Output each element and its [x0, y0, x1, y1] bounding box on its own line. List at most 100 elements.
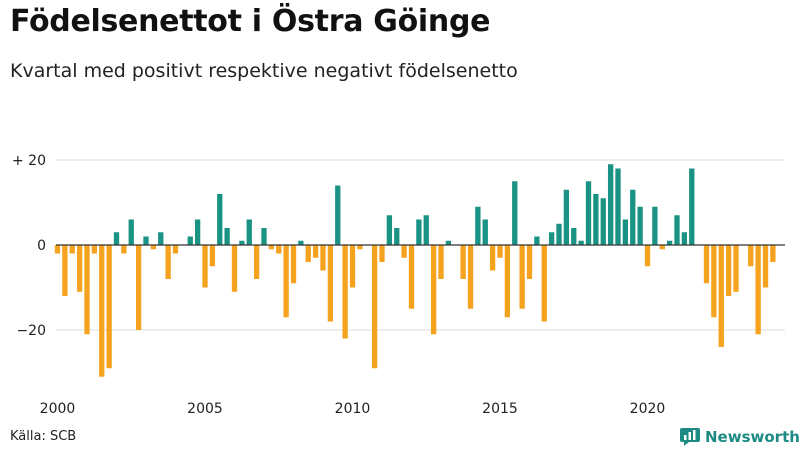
bar-positive[interactable] [113, 232, 120, 245]
bar-negative[interactable] [150, 245, 157, 250]
bar-positive[interactable] [475, 206, 481, 245]
bar-negative[interactable] [401, 245, 407, 258]
bar-negative[interactable] [121, 245, 127, 254]
chart-title: Födelsenettot i Östra Göinge [10, 4, 491, 39]
bar-positive[interactable] [615, 168, 621, 246]
bar-negative[interactable] [69, 245, 75, 254]
bar-positive[interactable] [423, 215, 429, 245]
bar-negative[interactable] [290, 245, 297, 284]
bar-positive[interactable] [600, 198, 606, 245]
bar-negative[interactable] [253, 245, 260, 279]
bar-negative[interactable] [408, 245, 415, 309]
bar-negative[interactable] [76, 245, 83, 292]
bar-positive[interactable] [578, 240, 584, 245]
bar-positive[interactable] [128, 219, 134, 246]
bar-positive[interactable] [689, 168, 695, 246]
bar-negative[interactable] [489, 245, 496, 271]
bar-positive[interactable] [335, 185, 341, 246]
bar-positive[interactable] [571, 228, 577, 245]
bar-negative[interactable] [379, 245, 385, 262]
bar-positive[interactable] [158, 232, 164, 245]
bar-positive[interactable] [246, 219, 252, 246]
bar-positive[interactable] [386, 215, 393, 245]
bar-negative[interactable] [231, 245, 238, 292]
bar-negative[interactable] [711, 245, 717, 318]
bar-positive[interactable] [548, 232, 555, 245]
bar-negative[interactable] [312, 245, 319, 258]
bar-negative[interactable] [54, 245, 61, 254]
bar-negative[interactable] [526, 245, 533, 279]
bar-positive[interactable] [563, 189, 570, 245]
bar-positive[interactable] [637, 206, 643, 245]
bar-negative[interactable] [349, 245, 356, 288]
bar-positive[interactable] [394, 228, 400, 245]
bar-negative[interactable] [504, 245, 511, 318]
bar-positive[interactable] [512, 181, 518, 245]
bar-negative[interactable] [106, 245, 112, 369]
bar-negative[interactable] [135, 245, 142, 330]
bar-negative[interactable] [718, 245, 724, 347]
bar-negative[interactable] [172, 245, 179, 254]
bar-positive[interactable] [445, 240, 452, 245]
bar-negative[interactable] [659, 245, 665, 250]
bar-positive[interactable] [187, 236, 193, 246]
y-tick-label: −20 [16, 323, 46, 339]
bar-negative[interactable] [541, 245, 547, 322]
bar-positive[interactable] [298, 240, 304, 245]
bar-negative[interactable] [342, 245, 348, 339]
bar-positive[interactable] [261, 228, 267, 245]
bar-negative[interactable] [202, 245, 208, 288]
bar-positive[interactable] [666, 240, 673, 245]
bar-positive[interactable] [652, 206, 658, 245]
bar-positive[interactable] [217, 194, 223, 245]
bar-negative[interactable] [283, 245, 289, 318]
bar-positive[interactable] [556, 223, 562, 245]
bar-positive[interactable] [607, 164, 614, 245]
bar-positive[interactable] [534, 236, 540, 246]
bar-negative[interactable] [460, 245, 466, 279]
bar-negative[interactable] [438, 245, 444, 279]
bar-negative[interactable] [268, 245, 275, 250]
bar-negative[interactable] [467, 245, 474, 309]
bar-series [54, 164, 776, 377]
bar-negative[interactable] [165, 245, 171, 279]
bar-negative[interactable] [305, 245, 311, 262]
bar-negative[interactable] [320, 245, 326, 271]
bar-negative[interactable] [209, 245, 216, 267]
bar-negative[interactable] [276, 245, 282, 254]
gridlines [56, 159, 785, 331]
bar-negative[interactable] [430, 245, 437, 335]
bar-negative[interactable] [755, 245, 761, 335]
bar-negative[interactable] [703, 245, 710, 284]
bar-negative[interactable] [644, 245, 651, 267]
bar-negative[interactable] [62, 245, 68, 296]
bar-positive[interactable] [143, 236, 149, 246]
bar-positive[interactable] [585, 181, 592, 245]
bar-negative[interactable] [327, 245, 334, 322]
bar-negative[interactable] [357, 245, 363, 250]
bar-positive[interactable] [593, 194, 599, 245]
bar-negative[interactable] [748, 245, 754, 267]
bar-negative[interactable] [84, 245, 90, 335]
bar-negative[interactable] [770, 245, 776, 262]
bar-negative[interactable] [519, 245, 525, 309]
bar-negative[interactable] [91, 245, 98, 254]
bar-negative[interactable] [371, 245, 378, 369]
bar-negative[interactable] [733, 245, 739, 292]
bar-positive[interactable] [194, 219, 201, 246]
bar-positive[interactable] [630, 189, 636, 245]
bar-positive[interactable] [674, 215, 680, 245]
bar-negative[interactable] [725, 245, 732, 296]
bar-positive[interactable] [681, 232, 688, 245]
bar-negative[interactable] [497, 245, 503, 258]
bar-negative[interactable] [762, 245, 769, 288]
brand-logo[interactable]: Newsworthy [680, 428, 800, 446]
bar-positive[interactable] [416, 219, 422, 246]
bar-positive[interactable] [482, 219, 488, 246]
bar-positive[interactable] [622, 219, 629, 246]
bar-positive[interactable] [239, 240, 245, 245]
bar-positive[interactable] [224, 228, 230, 245]
x-tick-label: 2010 [335, 401, 371, 417]
x-tick-label: 2000 [40, 401, 76, 417]
bar-negative[interactable] [99, 245, 105, 377]
